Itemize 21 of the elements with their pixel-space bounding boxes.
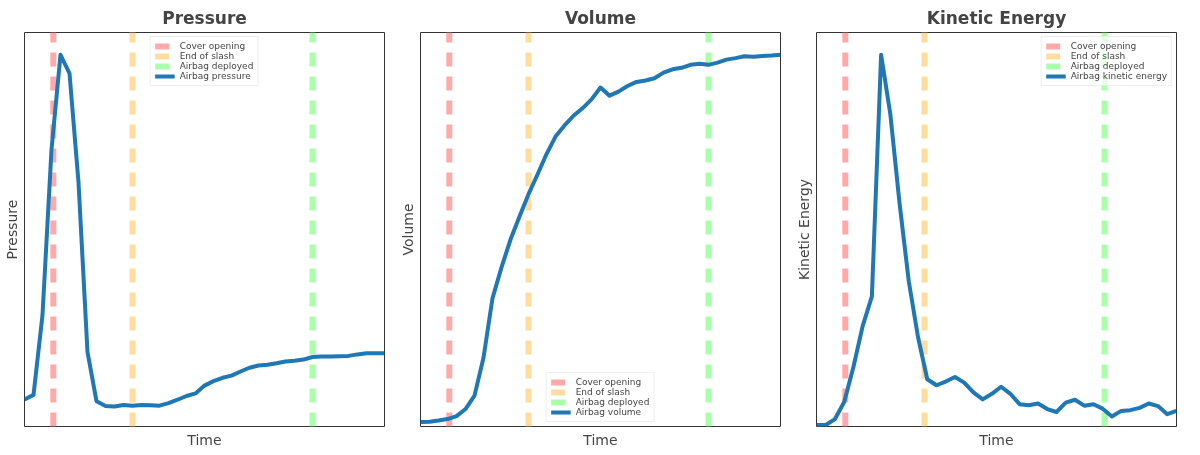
text: End of slash: [1070, 51, 1126, 61]
text: Cover opening: [1070, 41, 1137, 51]
text: Airbag deployed: [1070, 61, 1145, 71]
y-axis-title: Pressure: [3, 199, 20, 260]
y-axis-title: Volume: [399, 203, 416, 256]
legend-label: Airbag kinetic energy: [1070, 71, 1167, 81]
legend-label: Airbag volume: [575, 407, 642, 417]
text: Airbag deployed: [575, 397, 650, 407]
y-axis-title: Kinetic Energy: [795, 178, 812, 281]
text: Cover opening: [575, 377, 642, 387]
chart-title: Kinetic Energy: [926, 7, 1067, 28]
x-axis-title: Time: [582, 431, 618, 448]
x-axis-title: Time: [978, 431, 1014, 448]
text: End of slash: [179, 51, 235, 61]
x-axis-title: Time: [186, 431, 222, 448]
text: Airbag deployed: [179, 61, 254, 71]
text: End of slash: [575, 387, 631, 397]
text: Cover opening: [179, 41, 246, 51]
chart-title: Pressure: [162, 7, 247, 28]
legend-label: Airbag pressure: [179, 71, 251, 81]
chart-title: Volume: [564, 7, 637, 28]
